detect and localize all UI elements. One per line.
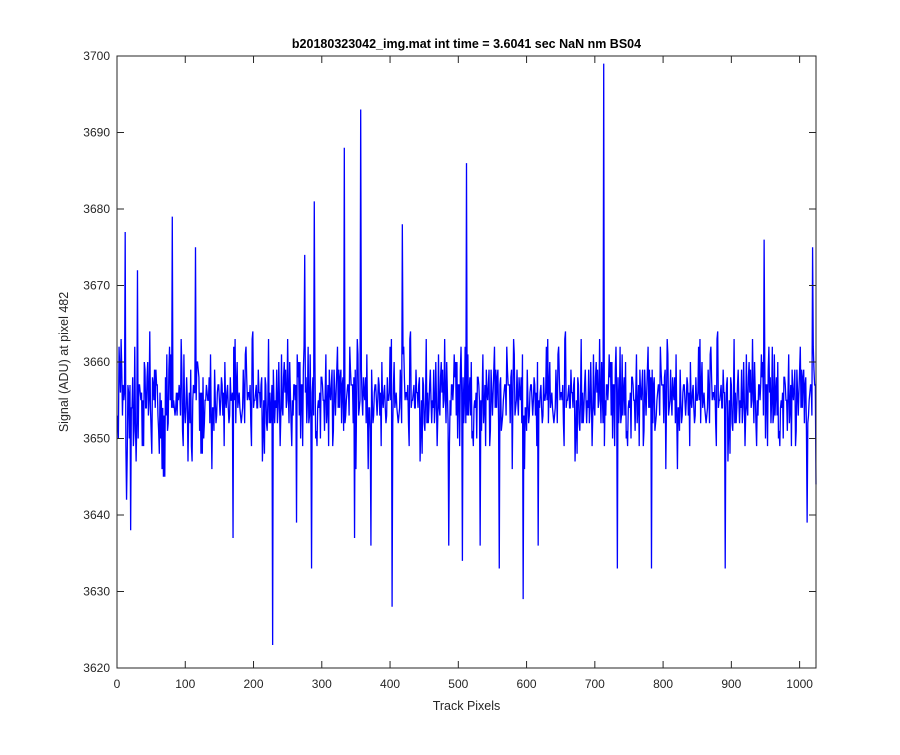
y-ticks: 3620 3630 3640 3650 3660 3670 3680 3690 3700	[83, 49, 816, 675]
y-tick-label: 3630	[83, 585, 110, 599]
y-tick-label: 3640	[83, 508, 110, 522]
y-tick-label: 3660	[83, 355, 110, 369]
x-tick-label: 700	[585, 677, 605, 691]
x-tick-label: 100	[175, 677, 195, 691]
x-ticks: 0 100 200 300 400 500 600 700 800 900 1000	[114, 56, 813, 691]
y-axis-label: Signal (ADU) at pixel 482	[57, 292, 71, 432]
series-layer	[117, 63, 817, 646]
y-tick-label: 3700	[83, 49, 110, 63]
x-tick-label: 900	[721, 677, 741, 691]
y-tick-label: 3670	[83, 279, 110, 293]
x-tick-label: 600	[517, 677, 537, 691]
x-tick-label: 300	[312, 677, 332, 691]
x-axis-label: Track Pixels	[433, 699, 501, 713]
x-tick-label: 1000	[786, 677, 813, 691]
x-tick-label: 800	[653, 677, 673, 691]
x-tick-label: 500	[448, 677, 468, 691]
y-tick-label: 3650	[83, 432, 110, 446]
y-tick-label: 3620	[83, 661, 110, 675]
y-tick-label: 3690	[83, 126, 110, 140]
x-tick-label: 200	[244, 677, 264, 691]
x-tick-label: 400	[380, 677, 400, 691]
y-tick-label: 3680	[83, 202, 110, 216]
signal-series-line	[117, 63, 817, 646]
x-tick-label: 0	[114, 677, 121, 691]
chart-title: b20180323042_img.mat int time = 3.6041 s…	[292, 37, 641, 51]
